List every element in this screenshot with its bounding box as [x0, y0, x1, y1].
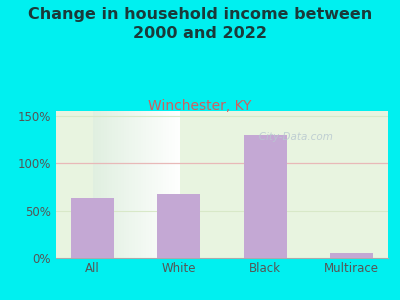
Bar	[330, 253, 373, 258]
Text: City-Data.com: City-Data.com	[248, 133, 332, 142]
Text: Winchester, KY: Winchester, KY	[148, 99, 252, 113]
Bar	[157, 194, 200, 258]
Text: Change in household income between
2000 and 2022: Change in household income between 2000 …	[28, 8, 372, 41]
Bar	[244, 135, 287, 258]
Bar	[71, 198, 114, 258]
